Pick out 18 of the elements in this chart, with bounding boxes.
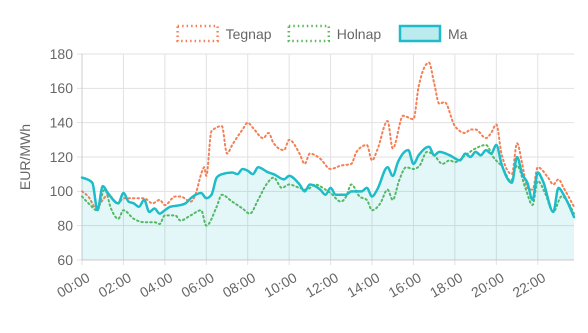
legend-label: Holnap <box>336 26 382 42</box>
line-series <box>81 62 575 210</box>
x-tick-label: 06:00 <box>178 269 217 301</box>
x-tick-label: 00:00 <box>54 269 93 301</box>
y-tick-label: 80 <box>57 218 74 234</box>
x-tick-label: 04:00 <box>136 269 176 301</box>
y-tick-label: 140 <box>50 114 74 131</box>
y-axis-title: EUR/MWh <box>17 124 33 190</box>
x-tick-label: 02:00 <box>95 269 134 301</box>
legend-label: Tegnap <box>226 26 272 42</box>
y-tick-label: 60 <box>57 252 74 268</box>
x-tick-label: 08:00 <box>220 269 258 301</box>
y-tick-label: 160 <box>50 80 74 96</box>
y-tick-label: 120 <box>50 148 74 165</box>
legend-label: Ma <box>448 26 468 42</box>
line-series <box>81 144 575 227</box>
y-tick-label: 180 <box>50 46 74 62</box>
y-tick-label: 100 <box>50 183 74 200</box>
